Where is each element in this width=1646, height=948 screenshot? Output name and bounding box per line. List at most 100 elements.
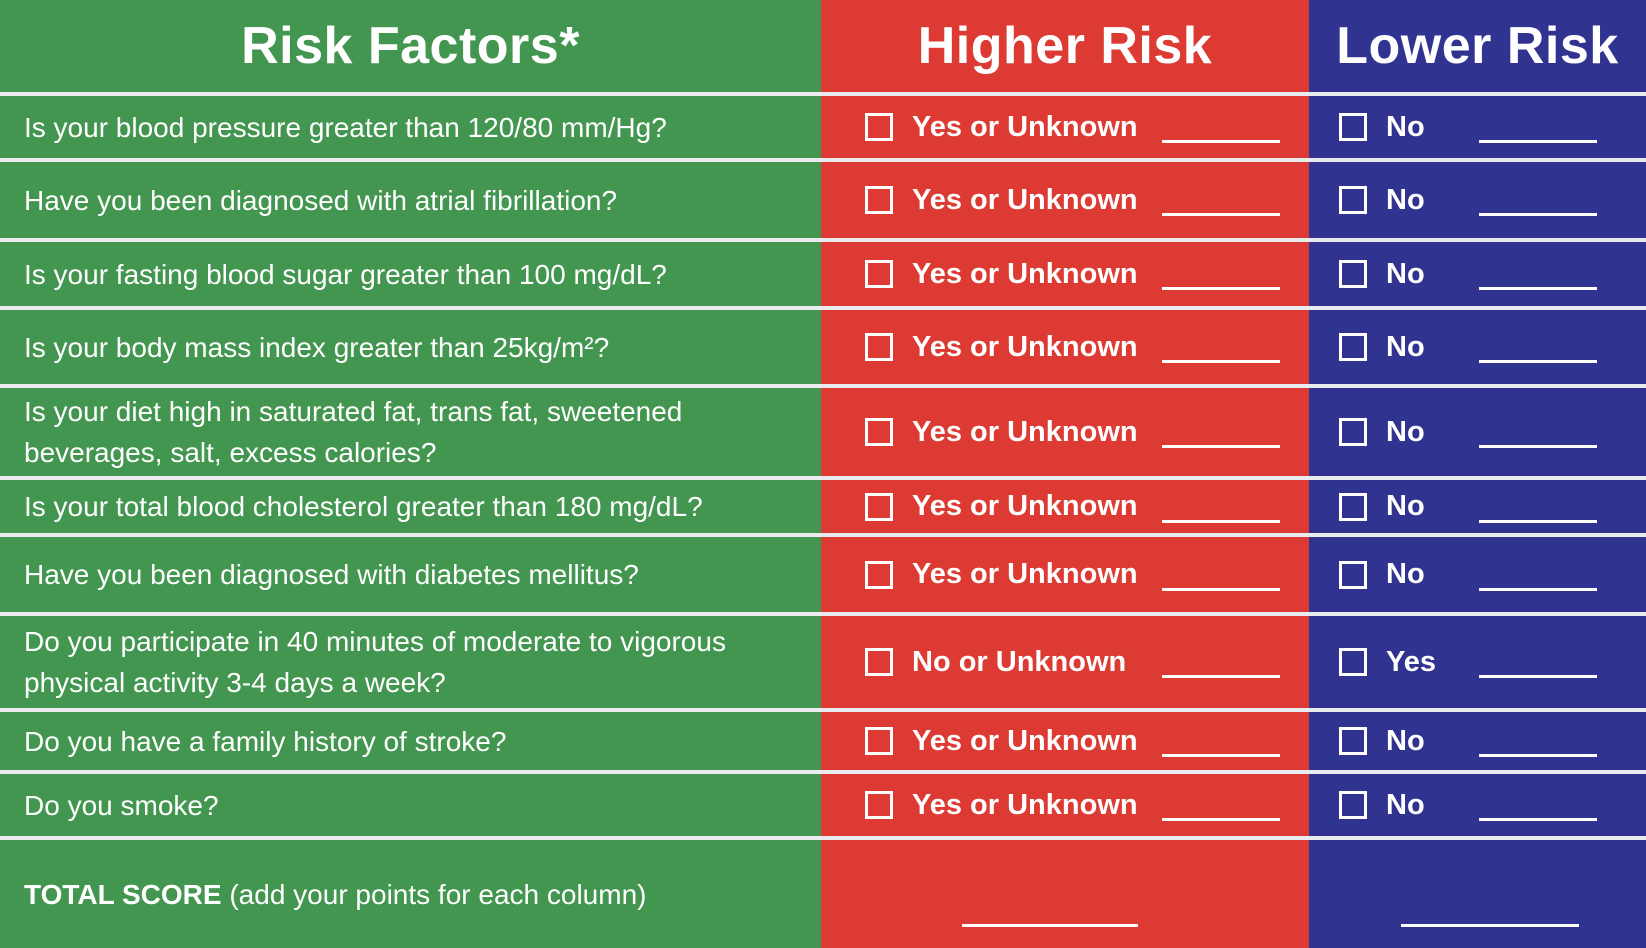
higher-risk-option[interactable]: Yes or Unknown [865, 712, 1285, 770]
lower-risk-checkbox[interactable] [1339, 113, 1367, 141]
higher-risk-points-blank[interactable] [1162, 360, 1280, 363]
question-row: Is your total blood cholesterol greater … [0, 480, 1646, 533]
higher-risk-points-blank[interactable] [1162, 140, 1280, 143]
higher-risk-option[interactable]: Yes or Unknown [865, 310, 1285, 384]
lower-risk-checkbox[interactable] [1339, 727, 1367, 755]
lower-risk-option[interactable]: No [1339, 310, 1629, 384]
risk-factors-heading: Risk Factors* [241, 17, 580, 75]
row-separator [0, 476, 1646, 480]
question-row: Have you been diagnosed with diabetes me… [0, 537, 1646, 612]
question-text: Is your fasting blood sugar greater than… [24, 258, 667, 290]
higher-risk-label: Yes or Unknown [912, 724, 1138, 757]
question-text: Do you participate in 40 minutes of mode… [24, 626, 726, 698]
lower-risk-points-blank[interactable] [1479, 754, 1597, 757]
higher-risk-option[interactable]: Yes or Unknown [865, 388, 1285, 476]
higher-risk-points-blank[interactable] [1162, 519, 1280, 523]
higher-risk-label: Yes or Unknown [912, 183, 1138, 216]
lower-risk-points-blank[interactable] [1479, 445, 1597, 448]
higher-risk-checkbox[interactable] [865, 113, 893, 141]
question-row: Do you have a family history of stroke? Y… [0, 712, 1646, 770]
question-text: Is your blood pressure greater than 120/… [24, 111, 667, 143]
higher-risk-points-blank[interactable] [1162, 587, 1280, 591]
higher-risk-option[interactable]: Yes or Unknown [865, 96, 1285, 158]
higher-risk-option[interactable]: Yes or Unknown [865, 537, 1285, 612]
higher-risk-option[interactable]: Yes or Unknown [865, 162, 1285, 238]
higher-risk-checkbox[interactable] [865, 186, 893, 214]
lower-risk-option[interactable]: No [1339, 388, 1629, 476]
higher-risk-option[interactable]: Yes or Unknown [865, 242, 1285, 306]
lower-risk-checkbox[interactable] [1339, 648, 1367, 676]
lower-risk-label: No [1386, 490, 1425, 522]
question-row: Is your fasting blood sugar greater than… [0, 242, 1646, 306]
higher-risk-points-blank[interactable] [1162, 754, 1280, 757]
higher-risk-option[interactable]: Yes or Unknown [865, 774, 1285, 836]
higher-risk-label: Yes or Unknown [912, 330, 1138, 363]
higher-risk-option[interactable]: Yes or Unknown [865, 480, 1285, 533]
lower-risk-points-blank[interactable] [1479, 213, 1597, 216]
higher-risk-checkbox[interactable] [865, 648, 893, 676]
higher-risk-points-blank[interactable] [1162, 818, 1280, 821]
lower-risk-checkbox[interactable] [1339, 560, 1367, 589]
row-separator [0, 612, 1646, 616]
higher-risk-option[interactable]: No or Unknown [865, 616, 1285, 708]
question-text: Is your total blood cholesterol greater … [24, 491, 703, 522]
question-row: Is your blood pressure greater than 120/… [0, 96, 1646, 158]
question-text: Have you been diagnosed with diabetes me… [24, 559, 639, 590]
lower-risk-checkbox[interactable] [1339, 333, 1367, 361]
lower-risk-points-blank[interactable] [1479, 519, 1597, 523]
row-separator [0, 238, 1646, 242]
higher-risk-total-blank[interactable] [962, 924, 1138, 927]
lower-risk-option[interactable]: Yes [1339, 616, 1629, 708]
lower-risk-option[interactable]: No [1339, 537, 1629, 612]
lower-risk-option[interactable]: No [1339, 774, 1629, 836]
higher-risk-label: Yes or Unknown [912, 415, 1138, 448]
lower-risk-total-blank[interactable] [1401, 924, 1579, 927]
lower-risk-checkbox[interactable] [1339, 260, 1367, 288]
lower-risk-option[interactable]: No [1339, 712, 1629, 770]
lower-risk-checkbox[interactable] [1339, 418, 1367, 446]
higher-risk-checkbox[interactable] [865, 333, 893, 361]
lower-risk-points-blank[interactable] [1479, 675, 1597, 678]
lower-risk-label: No [1386, 415, 1425, 448]
lower-risk-option[interactable]: No [1339, 96, 1629, 158]
lower-risk-points-blank[interactable] [1479, 140, 1597, 143]
higher-risk-points-blank[interactable] [1162, 675, 1280, 678]
lower-risk-checkbox[interactable] [1339, 186, 1367, 214]
lower-risk-points-blank[interactable] [1479, 587, 1597, 591]
higher-risk-checkbox[interactable] [865, 791, 893, 819]
question-row: Do you smoke? Yes or Unknown No [0, 774, 1646, 836]
question-text: Is your body mass index greater than 25k… [24, 331, 610, 363]
lower-risk-label: No [1386, 110, 1425, 143]
higher-risk-points-blank[interactable] [1162, 213, 1280, 216]
higher-risk-checkbox[interactable] [865, 418, 893, 446]
higher-risk-points-blank[interactable] [1162, 287, 1280, 290]
lower-risk-points-blank[interactable] [1479, 287, 1597, 290]
higher-risk-heading: Higher Risk [917, 17, 1213, 75]
higher-risk-checkbox[interactable] [865, 727, 893, 755]
lower-risk-label: Yes [1386, 645, 1436, 678]
lower-risk-points-blank[interactable] [1479, 818, 1597, 821]
higher-risk-checkbox[interactable] [865, 260, 893, 288]
lower-risk-checkbox[interactable] [1339, 492, 1367, 521]
question-row: Is your body mass index greater than 25k… [0, 310, 1646, 384]
lower-risk-option[interactable]: No [1339, 162, 1629, 238]
question-text: Do you smoke? [24, 789, 219, 821]
lower-risk-checkbox[interactable] [1339, 791, 1367, 819]
lower-risk-points-blank[interactable] [1479, 360, 1597, 363]
higher-risk-points-blank[interactable] [1162, 445, 1280, 448]
lower-risk-option[interactable]: No [1339, 480, 1629, 533]
total-score-title: TOTAL SCORE [24, 878, 222, 910]
header-row: Risk Factors* Higher Risk Lower Risk [0, 0, 1646, 92]
total-score-instruction: (add your points for each column) [221, 878, 647, 910]
row-separator [0, 158, 1646, 162]
higher-risk-checkbox[interactable] [865, 560, 893, 589]
question-row: Is your diet high in saturated fat, tran… [0, 388, 1646, 476]
row-separator [0, 306, 1646, 310]
question-row: Have you been diagnosed with atrial fibr… [0, 162, 1646, 238]
row-separator [0, 533, 1646, 537]
higher-risk-checkbox[interactable] [865, 492, 893, 521]
row-separator [0, 708, 1646, 712]
lower-risk-option[interactable]: No [1339, 242, 1629, 306]
question-text: Have you been diagnosed with atrial fibr… [24, 184, 618, 216]
